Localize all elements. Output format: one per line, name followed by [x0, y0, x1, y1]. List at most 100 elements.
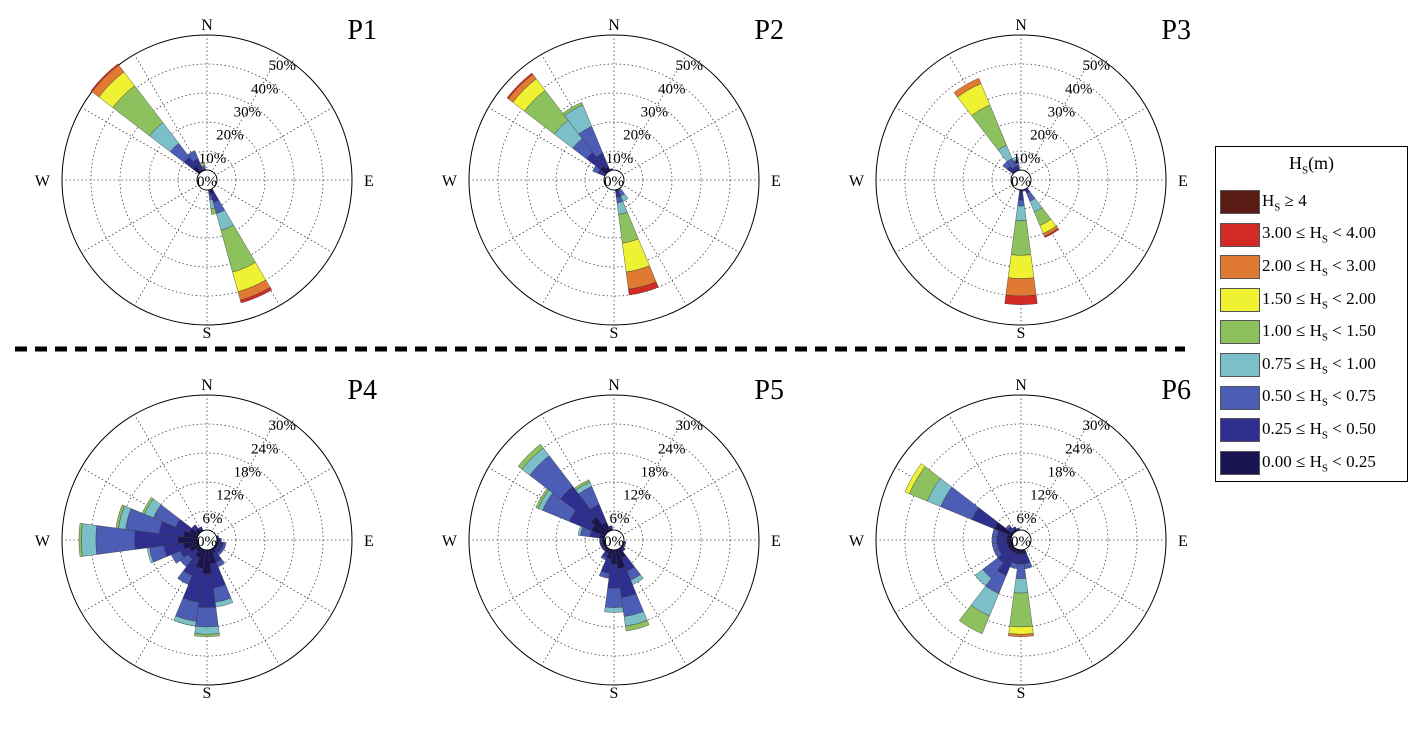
rose-ring-label: 40% [251, 81, 279, 97]
rose-ring-label: 10% [199, 151, 227, 167]
rose-center-label: 0% [1011, 534, 1031, 550]
rose-center [196, 169, 218, 191]
rose-sector-segment [577, 525, 584, 536]
compass-label-s: S [203, 685, 212, 702]
legend-item: 3.00 ≤ HS < 4.00 [1220, 222, 1376, 248]
rose-sector-segment [146, 547, 154, 564]
rose-sector-segment [628, 281, 659, 296]
rose-spoke [613, 107, 740, 181]
rose-center [603, 169, 625, 191]
rose-ring-label: 12% [623, 488, 651, 504]
rose-spoke [613, 179, 687, 306]
legend-item: 2.00 ≤ HS < 3.00 [1220, 254, 1376, 280]
rose-ring-label: 50% [676, 58, 704, 74]
rose-sector-segment [599, 537, 603, 543]
rose-sector-segment [621, 547, 626, 552]
rose-sector-segment [992, 542, 999, 552]
rose-spoke [81, 107, 208, 181]
legend-label: 0.50 ≤ HS < 0.75 [1262, 386, 1376, 409]
rose-sector-segment [1023, 562, 1033, 569]
rose-spoke [613, 54, 687, 181]
rose-ring [555, 121, 673, 239]
rose-sector-segment [195, 606, 219, 628]
rose-ring-label: 12% [216, 488, 244, 504]
legend-label: 0.75 ≤ HS < 1.00 [1262, 353, 1376, 377]
rose-ring-label: 10% [606, 151, 634, 167]
rose-ring [555, 481, 673, 599]
legend-title-main: H [1288, 153, 1302, 173]
rose-title: P4 [347, 375, 377, 406]
rose-p4: 0% 6% 12% 18% 24% 30% N S E W P4 [35, 375, 377, 702]
rose-spoke [1020, 107, 1147, 181]
rose-sector-segment [993, 548, 1003, 558]
legend-label: HS ≥ 4 [1262, 190, 1307, 214]
rose-sector-segment [1011, 156, 1019, 162]
rose-ring-label: 12% [1030, 488, 1058, 504]
rose-p2: 0% 10% 20% 30% 40% 50% N S E W P2 [442, 15, 784, 342]
legend-item: 0.75 ≤ HS < 1.00 [1220, 352, 1376, 378]
rose-spoke [488, 539, 615, 613]
rose-center [196, 529, 218, 551]
rose-spoke [134, 414, 208, 541]
rose-sector-segment [598, 570, 610, 579]
legend-item: 1.00 ≤ HS < 1.50 [1220, 319, 1376, 345]
rose-spoke [206, 54, 280, 181]
legend-swatch [1220, 320, 1260, 345]
rose-ring [526, 92, 702, 268]
rose-sector-segment [622, 238, 650, 273]
compass-label-w: W [442, 533, 458, 550]
rose-spoke [1020, 54, 1094, 181]
compass-label-s: S [1017, 685, 1026, 702]
compass-label-w: W [442, 173, 458, 190]
compass-label-n: N [201, 17, 213, 34]
rose-sector-segment [194, 626, 220, 635]
rose-sector-segment [1018, 191, 1024, 201]
rose-sector-segment [602, 547, 607, 552]
rose-ring-label: 24% [1065, 441, 1093, 457]
legend-label: 1.50 ≤ HS < 2.00 [1262, 288, 1376, 311]
compass-label-s: S [203, 325, 212, 342]
legend-item: 0.50 ≤ HS < 0.75 [1220, 385, 1376, 411]
rose-sector-segment [187, 150, 199, 162]
rose-ring-label: 30% [676, 418, 704, 434]
rose-sector-segment [1013, 578, 1029, 594]
rose-sector-segment [1007, 254, 1035, 279]
legend-swatch [1220, 385, 1260, 410]
rose-sector-segment [992, 528, 999, 538]
compass-label-n: N [1015, 17, 1027, 34]
rose-sector-segment [604, 587, 624, 608]
rose-sector-segment [179, 554, 193, 568]
legend-swatch [1220, 450, 1260, 475]
rose-spoke [1020, 414, 1094, 541]
rose-title: P5 [754, 375, 784, 406]
rose-spoke [1020, 467, 1147, 541]
rose-ring-label: 6% [1016, 511, 1036, 527]
rose-spoke [488, 179, 615, 253]
rose-ring-label: 30% [641, 105, 669, 121]
compass-label-n: N [201, 377, 213, 394]
compass-label-s: S [610, 685, 619, 702]
rose-center [1010, 169, 1032, 191]
legend-swatch [1220, 287, 1260, 312]
rose-ring-label: 18% [1048, 465, 1076, 481]
rose-sector-segment [599, 541, 604, 546]
rose-spoke [134, 179, 208, 306]
legend-swatch [1220, 418, 1260, 443]
rose-sector-segment [573, 479, 591, 491]
rose-sector-segment [974, 569, 992, 587]
rose-ring [119, 92, 295, 268]
rose-sector-segment [173, 615, 197, 627]
rose-sector-segment [1004, 294, 1038, 305]
rose-spoke [895, 107, 1022, 181]
legend-title: HS(m) [1216, 153, 1407, 177]
rose-sector-segment [197, 526, 203, 531]
rose-spoke [206, 179, 333, 253]
rose-spoke [1020, 539, 1147, 613]
rose-sector-segment [240, 287, 273, 304]
rose-center-label: 0% [197, 534, 217, 550]
rose-sector-segment [608, 525, 613, 530]
rose-sector-segment [506, 72, 534, 100]
rose-sector-segment [220, 546, 226, 553]
legend-label: 1.00 ≤ HS < 1.50 [1262, 321, 1376, 344]
